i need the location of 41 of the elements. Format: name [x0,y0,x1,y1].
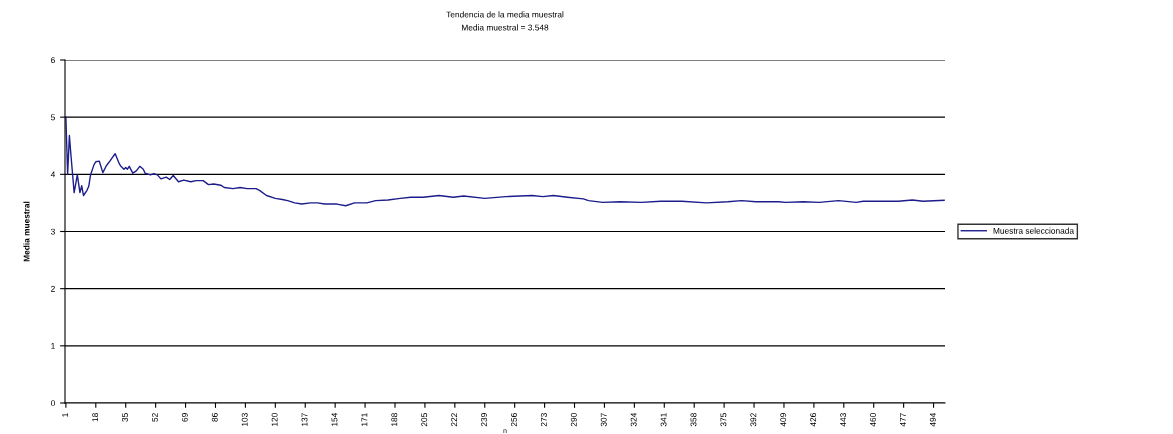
x-tick-label: 171 [361,413,368,426]
x-tick-label: 392 [750,413,757,427]
x-tick-label: 443 [840,413,847,427]
x-tick-label: 154 [331,412,338,426]
y-tick-label: 4 [50,171,56,178]
x-tick-label: 426 [810,413,817,427]
x-tick-label: 120 [271,413,278,426]
x-tick-label: 256 [511,413,517,427]
x-tick-label: 375 [720,413,727,427]
x-tick-label: 137 [301,413,308,426]
x-tick-label: 409 [780,413,787,427]
x-tick-label: 324 [630,412,637,427]
x-tick-label: 86 [211,413,218,422]
x-tick-label: 239 [481,413,487,427]
y-tick-label: 3 [50,228,55,235]
legend-label: Muestra seleccionada [993,227,1075,234]
x-tick-label: 103 [241,413,248,426]
x-tick-label: 205 [421,413,428,427]
x-tick-label: 358 [690,413,697,427]
x-tick-label: 1 [62,413,69,417]
y-tick-label: 1 [51,343,55,349]
y-tick-label: 5 [50,114,55,121]
y-tick-label: 0 [50,400,55,407]
chart-title: Tendencia de la media muestral [446,11,564,18]
x-tick-label: 290 [570,413,577,427]
x-tick-label: 477 [900,413,906,427]
y-tick-label: 2 [51,285,55,292]
y-tick-label: 6 [51,57,55,64]
x-tick-label: 69 [181,413,188,422]
x-tick-label: 273 [540,413,547,427]
x-tick-label: 460 [870,413,876,427]
x-tick-label: 341 [660,413,667,427]
x-tick-label: 307 [600,413,607,427]
x-tick-label: 494 [929,412,936,427]
y-axis-title: Media muestral [23,201,30,262]
x-tick-label: 222 [451,413,457,427]
x-tick-label: 35 [122,413,128,422]
chart-subtitle: Media muestral = 3.548 [462,24,549,31]
x-tick-label: 18 [92,413,99,422]
x-tick-label: 52 [151,413,158,422]
x-tick-label: 188 [391,413,398,426]
